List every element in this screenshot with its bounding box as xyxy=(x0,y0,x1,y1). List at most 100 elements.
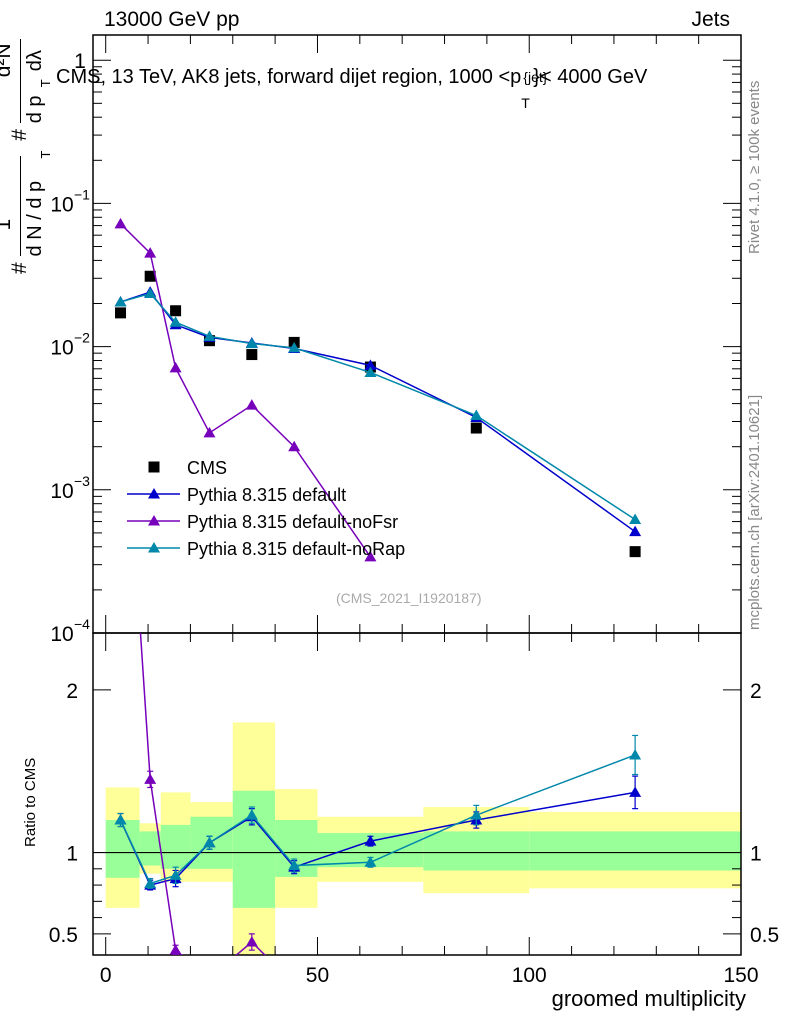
series-point-pythia-8-315-default-8 xyxy=(629,525,642,537)
ratio-point-pythia-8-315-default-nofsr-5 xyxy=(288,978,300,989)
ratio-point-pythia-8-315-default-norap-8 xyxy=(629,748,642,760)
y-tick-exp-3: −1 xyxy=(74,186,90,202)
data-point-cms-4 xyxy=(246,349,258,361)
ratio-frame xyxy=(92,632,742,956)
legend-marker-cms xyxy=(148,461,160,473)
ratio-point-pythia-8-315-default-norap-4 xyxy=(245,809,258,820)
ratio-band-inner-8 xyxy=(529,831,741,871)
analysis-id: (CMS_2021_I1920187) xyxy=(336,590,482,606)
y-tick-label-0: 10 xyxy=(50,623,73,646)
ratio-point-pythia-8-315-default-norap-6 xyxy=(364,856,377,867)
legend-label-pythia-8-315-default-norap: Pythia 8.315 default-noRap xyxy=(187,539,405,559)
series-point-pythia-8-315-default-nofsr-1 xyxy=(144,247,157,258)
series-point-pythia-8-315-default-nofsr-0 xyxy=(114,217,127,229)
series-point-pythia-8-315-default-6 xyxy=(364,359,377,370)
ratio-point-pythia-8-315-default-norap-2 xyxy=(169,869,182,880)
ratio-point-pythia-8-315-default-norap-3 xyxy=(203,836,216,848)
header-right: Jets xyxy=(691,8,730,31)
series-point-pythia-8-315-default-norap-6 xyxy=(364,366,377,377)
main-plot-area xyxy=(114,217,642,562)
series-point-pythia-8-315-default-nofsr-5 xyxy=(288,440,301,452)
ratio-point-pythia-8-315-default-nofsr-6 xyxy=(364,1001,376,1012)
series-point-pythia-8-315-default-norap-2 xyxy=(169,316,182,327)
y-tick-exp-2: −2 xyxy=(74,330,90,346)
ratio-point-pythia-8-315-default-norap-7 xyxy=(470,809,483,820)
legend-label-cms: CMS xyxy=(187,458,227,478)
y-label-fraction-bar xyxy=(20,156,21,257)
x-tick-label-1: 50 xyxy=(306,964,329,987)
data-point-cms-1 xyxy=(144,270,156,282)
ratio-band-inner-1 xyxy=(139,831,161,866)
series-point-pythia-8-315-default-norap-8 xyxy=(629,513,642,525)
ratio-point-pythia-8-315-default-8 xyxy=(629,786,642,797)
y-label-t1: T xyxy=(38,150,53,159)
series-point-pythia-8-315-default-nofsr-2 xyxy=(169,361,182,373)
ratio-band-inner-4 xyxy=(232,790,276,908)
y-tick-label-3: 10 xyxy=(50,193,73,216)
x-tick-label-0: 0 xyxy=(100,964,112,987)
data-point-cms-7 xyxy=(470,422,482,434)
y-label-dn: d N / d p xyxy=(24,180,46,257)
series-point-pythia-8-315-default-norap-7 xyxy=(470,409,483,421)
y-label-hash-2: # xyxy=(8,129,31,141)
legend-marker-pythia-8-315-default-nofsr xyxy=(148,515,160,526)
chart-title-sup: {jet} xyxy=(523,69,548,85)
y-label-one: 1 xyxy=(0,219,16,231)
ratio-point-pythia-8-315-default-nofsr-1 xyxy=(144,773,157,784)
ratio-point-pythia-8-315-default-nofsr-4 xyxy=(245,935,258,947)
y-tick-label-4: 1 xyxy=(74,50,86,73)
mcplots-label: mcplots.cern.ch [arXiv:2401.10621] xyxy=(746,394,763,630)
ratio-tick-label-right-1: 1 xyxy=(750,843,762,866)
x-tick-label-2: 100 xyxy=(512,964,547,987)
series-point-pythia-8-315-default-norap-0 xyxy=(114,295,127,307)
header-left: 13000 GeV pp xyxy=(104,8,240,31)
legend: CMS Pythia 8.315 default Pythia 8.315 defa… xyxy=(127,458,405,559)
x-axis-label: groomed multiplicity xyxy=(551,986,746,1011)
y-tick-exp-0: −4 xyxy=(74,616,90,632)
ratio-point-pythia-8-315-default-nofsr-2 xyxy=(169,944,182,955)
chart-title: CMS, 13 TeV, AK8 jets, forward dijet reg… xyxy=(56,66,648,111)
series-point-pythia-8-315-default-nofsr-4 xyxy=(245,399,258,410)
y-label-dlambda: dλ xyxy=(24,50,46,72)
ratio-tick-label-right-2: 2 xyxy=(750,680,762,703)
series-point-pythia-8-315-default-norap-4 xyxy=(245,337,258,349)
y-tick-label-2: 10 xyxy=(50,337,73,360)
series-point-pythia-8-315-default-nofsr-3 xyxy=(203,426,216,438)
ratio-point-pythia-8-315-default-6 xyxy=(364,835,377,846)
ratio-point-pythia-8-315-default-norap-0 xyxy=(114,814,127,825)
ratio-y-label: Ratio to CMS xyxy=(22,757,39,847)
ratio-tick-label-left-2: 2 xyxy=(66,680,78,703)
legend-label-pythia-8-315-default: Pythia 8.315 default xyxy=(187,485,346,505)
y-tick-label-1: 10 xyxy=(50,480,73,503)
chart-title-main: CMS, 13 TeV, AK8 jets, forward dijet reg… xyxy=(56,66,522,88)
legend-marker-pythia-8-315-default xyxy=(148,488,160,499)
ratio-tick-label-right-0: 0.5 xyxy=(750,924,779,947)
data-point-cms-8 xyxy=(629,546,641,558)
ratio-band-inner-2 xyxy=(160,824,191,869)
ratio-uncertainty-bands xyxy=(105,722,741,955)
ratio-point-pythia-8-315-default-nofsr-3 xyxy=(203,972,215,983)
ratio-point-pythia-8-315-default-norap-5 xyxy=(288,859,301,871)
data-point-cms-2 xyxy=(170,305,182,317)
chart-title-sub: T xyxy=(521,95,530,111)
ratio-band-inner-7 xyxy=(423,831,530,871)
y-axis-label: # 1 d N / d p T # d²N d p T dλ xyxy=(0,24,53,274)
chart-title-tail: }< 4000 GeV xyxy=(533,66,648,88)
ratio-point-pythia-8-315-default-nofsr-0 xyxy=(115,326,127,337)
legend-marker-pythia-8-315-default-norap xyxy=(148,542,160,553)
series-line-pythia-8-315-default-nofsr xyxy=(120,223,372,558)
series-point-pythia-8-315-default-norap-5 xyxy=(288,341,301,353)
x-tick-label-3: 150 xyxy=(723,964,758,987)
y-label-fraction-bar-2 xyxy=(20,39,21,124)
y-label-hash-1: # xyxy=(8,262,31,274)
series-point-pythia-8-315-default-norap-1 xyxy=(144,287,157,298)
series-point-pythia-8-315-default-norap-3 xyxy=(203,330,216,341)
rivet-version: Rivet 4.1.0, ≥ 100k events xyxy=(746,80,763,254)
data-point-cms-0 xyxy=(115,307,127,319)
y-label-t2: T xyxy=(38,79,53,88)
series-point-pythia-8-315-default-nofsr-6 xyxy=(364,550,377,562)
legend-label-pythia-8-315-default-nofsr: Pythia 8.315 default-noFsr xyxy=(187,512,398,532)
ratio-tick-label-left-1: 1 xyxy=(66,843,78,866)
